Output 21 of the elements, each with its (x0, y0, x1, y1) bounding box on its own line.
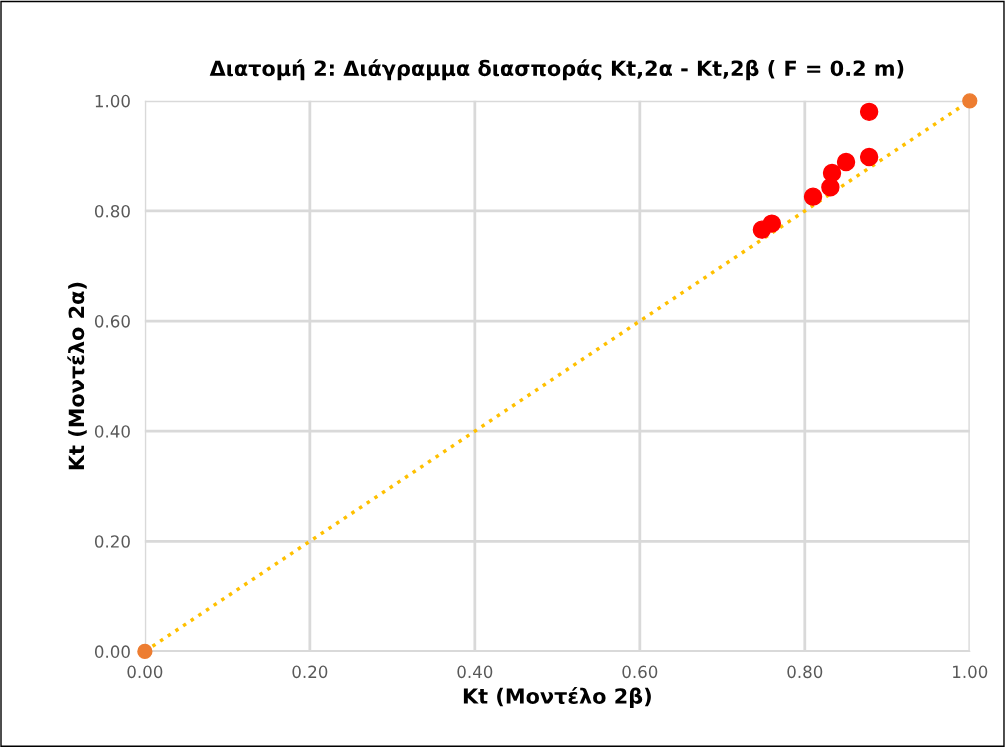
x-tick-label: 0.20 (292, 665, 328, 679)
y-tick-label: 0.80 (94, 204, 130, 218)
y-axis-title: Kt (Μοντέλο 2α) (67, 282, 87, 470)
point (821, 178, 840, 197)
chart-title: Διατομή 2: Διάγραμμα διασποράς Kt,2α - Kt,2β ( F = 0.2 m) (209, 59, 904, 81)
y-tick-label: 1.00 (95, 94, 130, 108)
x-tick-label: 0.00 (127, 665, 163, 679)
point (803, 187, 823, 206)
x-tick-label: 0.40 (457, 665, 493, 679)
y-tick-label: 0.60 (94, 315, 130, 328)
x-axis-title: Kt (Μοντέλο 2β) (463, 686, 651, 708)
y-tick-label: 0.00 (94, 645, 130, 658)
x-tick-label: 0.60 (622, 665, 658, 679)
y-tick-label: 0.40 (94, 425, 130, 438)
x-tick-label: 0.80 (787, 665, 823, 679)
point (752, 220, 772, 239)
y-tick-label: 0.20 (94, 535, 130, 548)
point (859, 102, 879, 122)
x-tick-label: 1.00 (953, 665, 988, 679)
point (836, 152, 856, 172)
point (859, 147, 879, 167)
